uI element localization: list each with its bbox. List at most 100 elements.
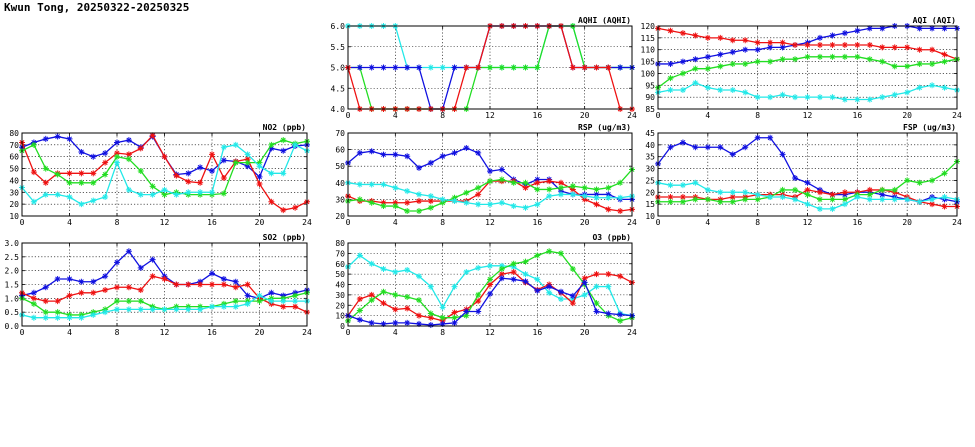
rsp-y-tick-label: 70: [335, 129, 345, 138]
fsp-data-point: [804, 179, 811, 186]
no2-data-point: [185, 178, 192, 185]
so2-data-point: [102, 287, 109, 294]
aqi-x-tick-label: 20: [902, 111, 912, 120]
o3-data-point: [593, 300, 600, 307]
fsp-data-point: [742, 144, 749, 151]
so2-data-point: [244, 300, 251, 307]
rsp-data-point: [439, 199, 446, 206]
aqi-data-point: [829, 94, 836, 101]
rsp-data-point: [558, 188, 564, 195]
no2-y-tick-label: 50: [9, 165, 19, 174]
rsp-series-cyan: [345, 179, 635, 211]
fsp-data-point: [879, 191, 886, 198]
so2-data-point: [173, 281, 180, 288]
rsp-data-point: [356, 149, 363, 156]
o3-y-tick-label: 20: [335, 301, 345, 310]
rsp-data-point: [617, 179, 624, 186]
fsp-data-point: [891, 196, 898, 203]
aqi-data-point: [717, 87, 724, 94]
fsp-data-point: [866, 191, 873, 198]
rsp-data-point: [427, 159, 434, 166]
aqhi-data-point: [439, 64, 446, 71]
so2-data-point: [161, 306, 168, 313]
fsp-data-point: [767, 194, 774, 201]
rsp-data-point: [416, 208, 422, 215]
o3-data-point: [392, 319, 399, 326]
rsp-data-point: [475, 184, 482, 191]
aqi-x-tick-label: 12: [803, 111, 813, 120]
o3-x-tick-label: 20: [580, 328, 590, 337]
so2-y-tick-label: 2.0: [5, 267, 20, 276]
o3-data-point: [498, 275, 505, 282]
o3-data-point: [392, 306, 399, 313]
rsp-data-point: [392, 184, 399, 191]
so2-x-tick-label: 24: [302, 328, 312, 337]
o3-data-point: [569, 265, 576, 272]
o3-data-point: [569, 300, 576, 307]
o3-data-point: [427, 310, 434, 317]
fsp-data-point: [717, 144, 724, 151]
o3-data-point: [593, 271, 600, 278]
rsp-data-point: [368, 199, 375, 206]
so2-data-point: [30, 300, 37, 307]
no2-data-point: [30, 169, 37, 176]
no2-x-tick-label: 16: [207, 218, 217, 227]
rsp-x-tick-label: 8: [440, 218, 445, 227]
so2-x-tick-label: 4: [67, 328, 72, 337]
aqi-data-point: [879, 94, 886, 101]
aqi-data-point: [779, 39, 786, 46]
aqi-data-point: [941, 25, 948, 32]
rsp-data-point: [534, 179, 541, 186]
rsp-data-point: [534, 201, 541, 208]
fsp-data-point: [717, 189, 724, 196]
so2-data-point: [114, 298, 120, 305]
rsp-x-tick-label: 12: [485, 218, 495, 227]
o3-data-point: [605, 271, 612, 278]
o3-data-point: [451, 314, 458, 321]
aqi-data-point: [929, 25, 936, 32]
aqi-data-point: [742, 46, 749, 53]
no2-y-tick-label: 70: [9, 141, 19, 150]
aqi-data-point: [841, 53, 848, 60]
so2-data-point: [30, 295, 37, 302]
fsp-data-point: [742, 196, 749, 203]
fsp-data-point: [792, 186, 799, 193]
rsp-data-point: [534, 176, 541, 183]
aqhi-data-point: [510, 64, 517, 71]
no2-data-point: [125, 156, 132, 163]
o3-y-tick-label: 30: [335, 291, 345, 300]
aqi-data-point: [717, 51, 724, 58]
no2-data-point: [102, 171, 109, 178]
so2-data-point: [292, 298, 299, 305]
so2-data-point: [42, 314, 49, 321]
rsp-data-point: [475, 149, 482, 156]
rsp-data-point: [605, 194, 612, 201]
o3-data-point: [427, 283, 434, 290]
aqi-data-point: [729, 37, 736, 44]
aqi-data-point: [804, 53, 811, 60]
so2-x-tick-label: 12: [160, 328, 170, 337]
fsp-series-cyan: [655, 179, 960, 212]
o3-plot-frame: [347, 242, 633, 327]
o3-data-point: [510, 269, 517, 276]
aqi-data-point: [816, 53, 823, 60]
no2-data-point: [209, 151, 215, 158]
rsp-data-point: [392, 199, 399, 206]
fsp-plot-frame: [657, 132, 958, 217]
so2-data-point: [185, 281, 192, 288]
fsp-x-tick-label: 0: [656, 218, 661, 227]
fsp-data-point: [916, 198, 923, 205]
o3-data-point: [439, 314, 446, 321]
so2-data-point: [220, 281, 227, 288]
rsp-data-point: [605, 191, 612, 198]
rsp-y-tick-label: 20: [335, 212, 345, 221]
aqi-chart-title: AQI (AQI): [913, 16, 956, 25]
rsp-data-point: [416, 191, 422, 198]
aqi-data-point: [929, 46, 936, 53]
fsp-data-point: [816, 196, 823, 203]
aqi-data-point: [916, 25, 923, 32]
rsp-data-point: [380, 151, 387, 158]
so2-y-tick-label: 1.5: [5, 281, 20, 290]
rsp-data-point: [404, 188, 411, 195]
so2-data-point: [220, 275, 227, 282]
